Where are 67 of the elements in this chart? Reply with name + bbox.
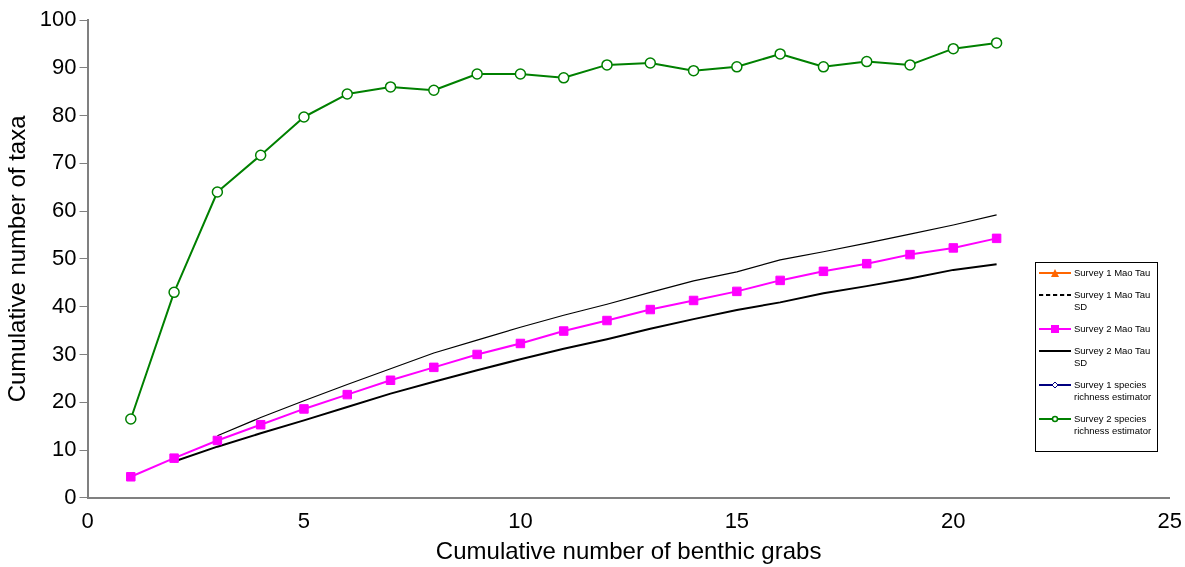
point xyxy=(429,362,439,373)
point xyxy=(861,258,872,269)
point xyxy=(558,326,569,336)
point xyxy=(687,64,700,77)
point xyxy=(645,304,656,315)
point xyxy=(732,286,742,297)
point xyxy=(557,72,570,84)
point xyxy=(602,315,612,326)
point xyxy=(947,42,960,55)
point xyxy=(601,59,613,71)
x-tick-label: 10 xyxy=(508,508,533,534)
point xyxy=(385,375,396,385)
point xyxy=(212,435,223,446)
x-tick-label: 25 xyxy=(1157,508,1183,534)
x-axis-title: Cumulative number of benthic grabs xyxy=(435,537,822,565)
y-tick-label: 30 xyxy=(52,340,77,366)
legend-label: Survey 2 Mao Tau SD xyxy=(1074,345,1152,369)
point xyxy=(472,349,482,360)
point xyxy=(342,389,352,400)
x-tick-label: 20 xyxy=(941,508,966,534)
point xyxy=(731,61,743,73)
y-tick-label: 40 xyxy=(52,292,77,318)
point xyxy=(515,338,526,349)
point xyxy=(818,266,829,277)
legend-label: Survey 2 Mao Tau xyxy=(1074,323,1151,335)
y-tick-label: 100 xyxy=(39,6,77,32)
x-tick-label: 5 xyxy=(297,508,311,534)
point xyxy=(254,149,267,161)
point xyxy=(126,472,136,482)
point xyxy=(817,61,830,73)
legend-label: Survey 1 Mao Tau xyxy=(1074,267,1151,279)
point xyxy=(860,55,873,68)
y-tick-label: 60 xyxy=(52,197,77,223)
y-tick-label: 80 xyxy=(52,101,77,127)
point xyxy=(341,88,353,100)
point xyxy=(688,295,699,306)
point xyxy=(905,249,915,260)
x-tick-label: 0 xyxy=(81,508,94,534)
y-tick-label: 90 xyxy=(52,53,77,79)
point xyxy=(384,81,397,93)
point xyxy=(990,37,1003,49)
point xyxy=(125,413,137,425)
point xyxy=(299,404,309,414)
y-tick-label: 20 xyxy=(52,388,77,414)
legend-label: Survey 1 species richness estimator xyxy=(1074,379,1153,403)
point xyxy=(774,48,786,60)
point xyxy=(169,453,179,463)
point xyxy=(255,419,266,430)
point xyxy=(168,286,180,299)
point xyxy=(428,84,440,96)
point xyxy=(514,68,527,80)
y-axis-title: Cumulative number of taxa xyxy=(3,114,31,403)
point xyxy=(298,111,310,123)
point xyxy=(775,275,785,286)
legend-label: Survey 1 Mao Tau SD xyxy=(1074,289,1152,313)
legend-label: Survey 2 species richness estimator xyxy=(1074,413,1153,437)
y-tick-label: 0 xyxy=(64,483,77,509)
y-tick-label: 70 xyxy=(52,149,77,175)
point xyxy=(991,233,1002,244)
y-tick-label: 10 xyxy=(52,436,77,462)
x-tick-label: 15 xyxy=(724,508,750,534)
point xyxy=(471,68,483,80)
point xyxy=(948,243,959,253)
point xyxy=(904,59,916,71)
y-tick-label: 50 xyxy=(52,244,77,270)
point xyxy=(644,57,657,69)
point xyxy=(211,186,224,198)
